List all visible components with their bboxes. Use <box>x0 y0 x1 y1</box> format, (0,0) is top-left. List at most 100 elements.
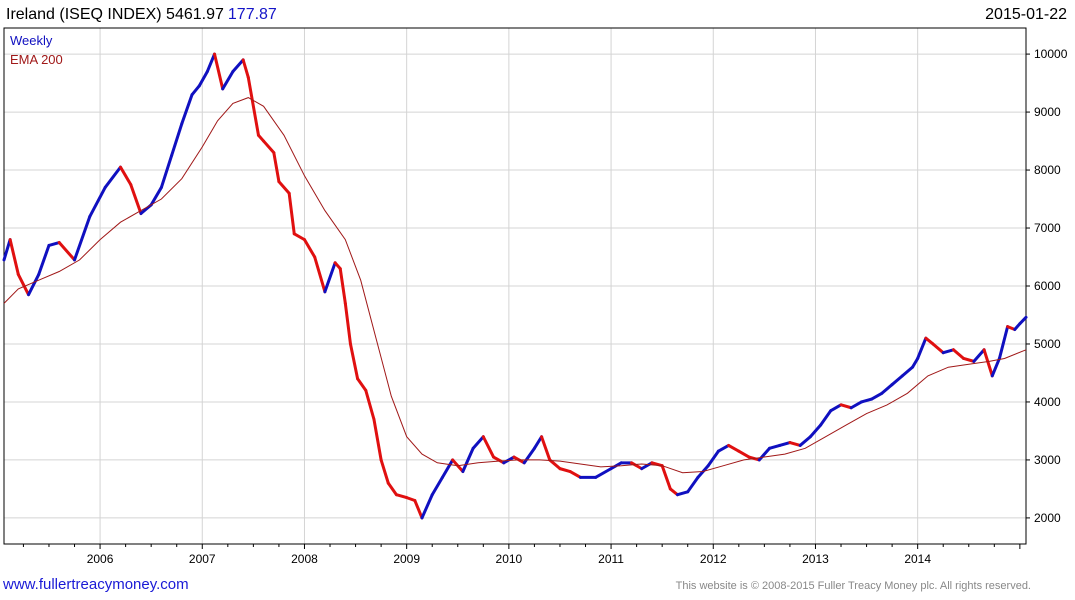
weekly-segment <box>379 458 390 485</box>
weekly-segment <box>951 348 966 360</box>
x-tick-label: 2009 <box>393 552 420 566</box>
y-tick-label: 4000 <box>1034 395 1061 409</box>
weekly-segment <box>568 470 582 479</box>
weekly-segment <box>88 185 107 218</box>
y-tick-label: 7000 <box>1034 221 1061 235</box>
weekly-segment <box>262 139 276 155</box>
weekly-segment <box>190 84 201 97</box>
weekly-segment <box>686 475 700 494</box>
weekly-segment <box>205 52 217 73</box>
y-tick-label: 6000 <box>1034 279 1061 293</box>
series <box>2 52 1028 520</box>
weekly-segment <box>890 374 904 387</box>
weekly-segment <box>348 342 360 381</box>
weekly-segment <box>900 365 915 378</box>
x-tick-label: 2008 <box>291 552 318 566</box>
weekly-segment <box>221 69 235 91</box>
x-tick-label: 2010 <box>496 552 523 566</box>
weekly-segment <box>47 241 61 247</box>
weekly-segment <box>57 241 77 262</box>
weekly-segment <box>706 449 720 468</box>
weekly-segment <box>668 487 679 497</box>
weekly-segment <box>532 435 544 450</box>
weekly-segment <box>356 377 368 392</box>
weekly-segment <box>8 238 20 276</box>
weekly-segment <box>1018 315 1028 326</box>
weekly-segment <box>440 458 455 479</box>
weekly-segment <box>413 499 424 520</box>
weekly-segment <box>540 435 552 462</box>
weekly-segment <box>778 441 792 447</box>
weekly-segment <box>880 383 894 395</box>
x-tick-label: 2014 <box>904 552 931 566</box>
weekly-segment <box>302 238 317 259</box>
weekly-segment <box>640 461 654 471</box>
grid <box>4 28 1026 544</box>
weekly-segment <box>997 325 1010 360</box>
weekly-segment <box>916 336 928 360</box>
weekly-segment <box>941 348 955 355</box>
legend: Weekly EMA 200 <box>10 33 63 67</box>
weekly-segment <box>461 446 475 474</box>
weekly-segment <box>338 267 347 305</box>
weekly-segment <box>558 467 572 474</box>
weekly-segment <box>982 348 994 378</box>
legend-weekly: Weekly <box>10 33 53 48</box>
weekly-segment <box>767 443 782 450</box>
footer-copyright: This website is © 2008-2015 Fuller Treac… <box>675 580 1031 592</box>
weekly-segment <box>159 154 174 189</box>
weekly-segment <box>2 238 12 262</box>
y-tick-label: 2000 <box>1034 511 1061 525</box>
weekly-segment <box>630 461 644 471</box>
weekly-segment <box>839 403 853 410</box>
weekly-segment <box>394 493 409 500</box>
weekly-segment <box>197 69 209 88</box>
x-tick-label: 2011 <box>598 552 624 566</box>
weekly-segment <box>386 481 398 497</box>
weekly-segment <box>737 449 751 459</box>
weekly-segment <box>502 455 516 465</box>
weekly-segment <box>548 458 562 471</box>
weekly-segment <box>911 356 920 369</box>
weekly-segment <box>481 435 496 459</box>
weekly-segment <box>471 435 485 450</box>
weekly-segment <box>37 243 51 276</box>
y-tick-label: 3000 <box>1034 453 1061 467</box>
weekly-segment <box>292 232 306 242</box>
weekly-segment <box>924 336 935 346</box>
weekly-segment <box>990 356 1001 378</box>
weekly-segment <box>430 475 444 497</box>
x-tick-label: 2012 <box>700 552 727 566</box>
legend-ema: EMA 200 <box>10 52 63 67</box>
weekly-segment <box>287 191 296 236</box>
weekly-segment <box>870 391 884 401</box>
weekly-segment <box>420 493 434 520</box>
weekly-segment <box>819 409 833 427</box>
footer-site-link[interactable]: www.fullertreacymoney.com <box>3 576 189 593</box>
weekly-segment <box>849 400 863 410</box>
weekly-segment <box>73 214 92 262</box>
y-tick-label: 5000 <box>1034 337 1061 351</box>
weekly-segment <box>149 185 163 207</box>
weekly-segment <box>522 446 536 465</box>
x-tick-label: 2013 <box>802 552 829 566</box>
change-value: 177.87 <box>227 6 277 23</box>
weekly-segment <box>343 301 352 346</box>
weekly-segment <box>788 441 802 447</box>
weekly-segment <box>119 165 133 187</box>
weekly-segment <box>103 165 123 189</box>
weekly-segment <box>972 348 986 363</box>
ema-line <box>3 97 1027 474</box>
weekly-segment <box>313 255 327 294</box>
weekly-segment <box>931 342 945 355</box>
weekly-segment <box>241 58 250 79</box>
weekly-segment <box>829 403 843 413</box>
y-tick-label: 8000 <box>1034 163 1061 177</box>
chart-title: Ireland (ISEQ INDEX) 5461.97 177.87 <box>6 6 277 24</box>
weekly-segment <box>492 455 506 465</box>
weekly-segment <box>246 75 260 137</box>
weekly-segment <box>272 151 281 184</box>
y-tick-label: 9000 <box>1034 105 1061 119</box>
weekly-segment <box>962 356 976 363</box>
